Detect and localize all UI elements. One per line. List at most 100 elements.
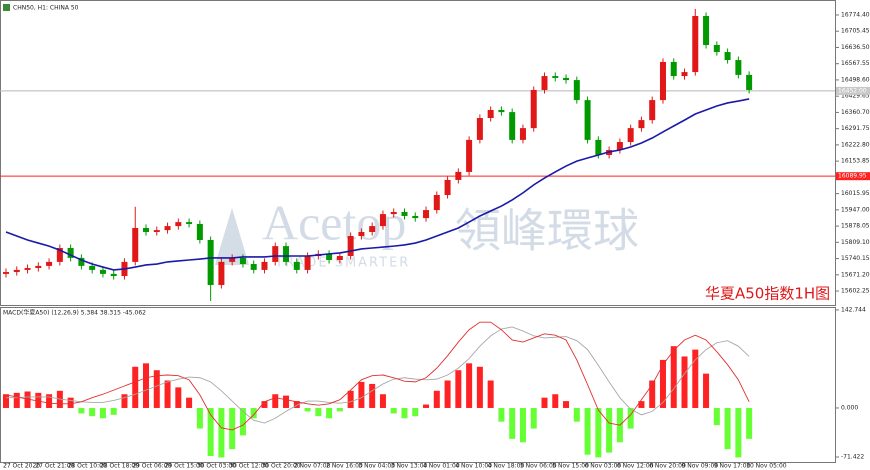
- histogram-bar: [703, 373, 710, 408]
- histogram-bar: [239, 407, 246, 436]
- histogram-bar: [261, 401, 268, 408]
- x-tick-label: 30 Oct 03:00: [197, 463, 236, 470]
- histogram-bar: [132, 366, 139, 408]
- candle-body: [239, 257, 246, 265]
- candle-body: [552, 76, 559, 78]
- histogram-bar: [379, 394, 386, 408]
- candle-body: [336, 256, 343, 261]
- candle-body: [541, 76, 548, 90]
- y-tick-label: 15602.25: [841, 288, 870, 295]
- x-tick-label: 4 Nov 01:00: [423, 463, 460, 470]
- histogram-bar: [476, 366, 483, 408]
- candle-body: [401, 211, 408, 216]
- histogram-bar: [24, 391, 31, 408]
- histogram-bar: [390, 407, 397, 414]
- x-tick-label: 27 Oct 2020: [3, 463, 40, 470]
- y-tick-label: 16429.65: [841, 93, 870, 100]
- x-tick-label: 3 Nov 13:00: [391, 463, 428, 470]
- candle-body: [530, 89, 537, 129]
- candle-body: [638, 120, 645, 129]
- histogram-bar: [627, 407, 634, 429]
- y-tick-label: 142.744: [841, 306, 866, 313]
- histogram-bar: [196, 407, 203, 429]
- y-tick-label: 16015.95: [841, 190, 870, 197]
- histogram-bar: [573, 407, 580, 422]
- histogram-bar: [250, 407, 257, 419]
- candle-body: [390, 211, 397, 215]
- candle-body: [196, 223, 203, 240]
- histogram-bar: [13, 392, 20, 408]
- x-tick-label: 5 Nov 15:00: [552, 463, 589, 470]
- histogram-bar: [638, 401, 645, 408]
- y-tick-label: 15671.20: [841, 271, 870, 278]
- y-tick-label: 15809.10: [841, 239, 870, 246]
- candle-body: [735, 60, 742, 75]
- candle-body: [261, 261, 268, 270]
- candle-body: [3, 272, 9, 274]
- y-tick-label: 16153.85: [841, 158, 870, 165]
- chart-title: CHN50, H1: CHINA 50: [13, 5, 79, 12]
- x-tick-label: 6 Nov 20:00: [649, 463, 686, 470]
- histogram-bar: [541, 397, 548, 408]
- candle-body: [455, 171, 462, 180]
- histogram-bar: [3, 394, 9, 408]
- candle-body: [110, 273, 117, 277]
- x-tick-label: 28 Oct 10:00: [68, 463, 107, 470]
- histogram-bar: [455, 370, 462, 408]
- candle-body: [713, 44, 720, 53]
- histogram-bar: [218, 407, 225, 458]
- x-tick-label: 28 Oct 18:00: [100, 463, 139, 470]
- candle-body: [519, 128, 526, 140]
- candle-body: [24, 268, 31, 270]
- histogram-bar: [121, 394, 128, 408]
- histogram-bar: [563, 401, 570, 408]
- histogram-bar: [272, 394, 279, 408]
- candle-body: [584, 100, 591, 140]
- candle-body: [164, 226, 171, 231]
- candle-body: [175, 222, 182, 227]
- histogram-bar: [606, 407, 613, 453]
- candle-body: [272, 246, 279, 262]
- candle-body: [692, 16, 699, 73]
- signal-line: [6, 326, 750, 424]
- histogram-bar: [293, 401, 300, 408]
- candle-body: [703, 16, 710, 45]
- candle-body: [595, 139, 602, 155]
- y-tick-label: 16498.60: [841, 76, 870, 83]
- candle-body: [746, 74, 753, 90]
- candle-body: [283, 246, 290, 262]
- candle-body: [476, 117, 483, 140]
- x-tick-label: 9 Nov 17:00: [714, 463, 751, 470]
- candle-body: [250, 264, 257, 270]
- y-tick-label: 16774.40: [841, 11, 870, 18]
- moving-average: [5, 98, 750, 271]
- histogram-bar: [153, 370, 160, 408]
- histogram-bar: [713, 407, 720, 426]
- histogram-bar: [670, 346, 677, 408]
- watermark-chinese: 領峰環球: [455, 204, 639, 258]
- histogram-bar: [99, 407, 106, 419]
- histogram-bar: [358, 381, 365, 408]
- candle-body: [218, 261, 225, 285]
- candle-body: [659, 61, 666, 101]
- candle-body: [304, 256, 311, 270]
- histogram-bar: [412, 407, 419, 417]
- candle-body: [498, 109, 505, 113]
- candle-body: [67, 248, 74, 258]
- main-panel: [0, 0, 836, 306]
- histogram-bar: [35, 392, 42, 408]
- candle-body: [369, 226, 376, 232]
- histogram-bar: [433, 390, 440, 408]
- histogram-bar: [595, 407, 602, 458]
- candle-body: [99, 269, 106, 274]
- macd-title: MACD(华夏A50) (12,26,9) 5.384 38.315 -45.0…: [3, 309, 146, 317]
- candle-body: [78, 257, 85, 266]
- histogram-bar: [315, 407, 322, 417]
- x-tick-label: 30 Oct 12:00: [229, 463, 268, 470]
- histogram-bar: [724, 407, 731, 450]
- histogram-bar: [509, 407, 516, 439]
- histogram-bar: [78, 407, 85, 414]
- histogram-bar: [659, 359, 666, 408]
- level-label: 16089.95: [838, 173, 867, 180]
